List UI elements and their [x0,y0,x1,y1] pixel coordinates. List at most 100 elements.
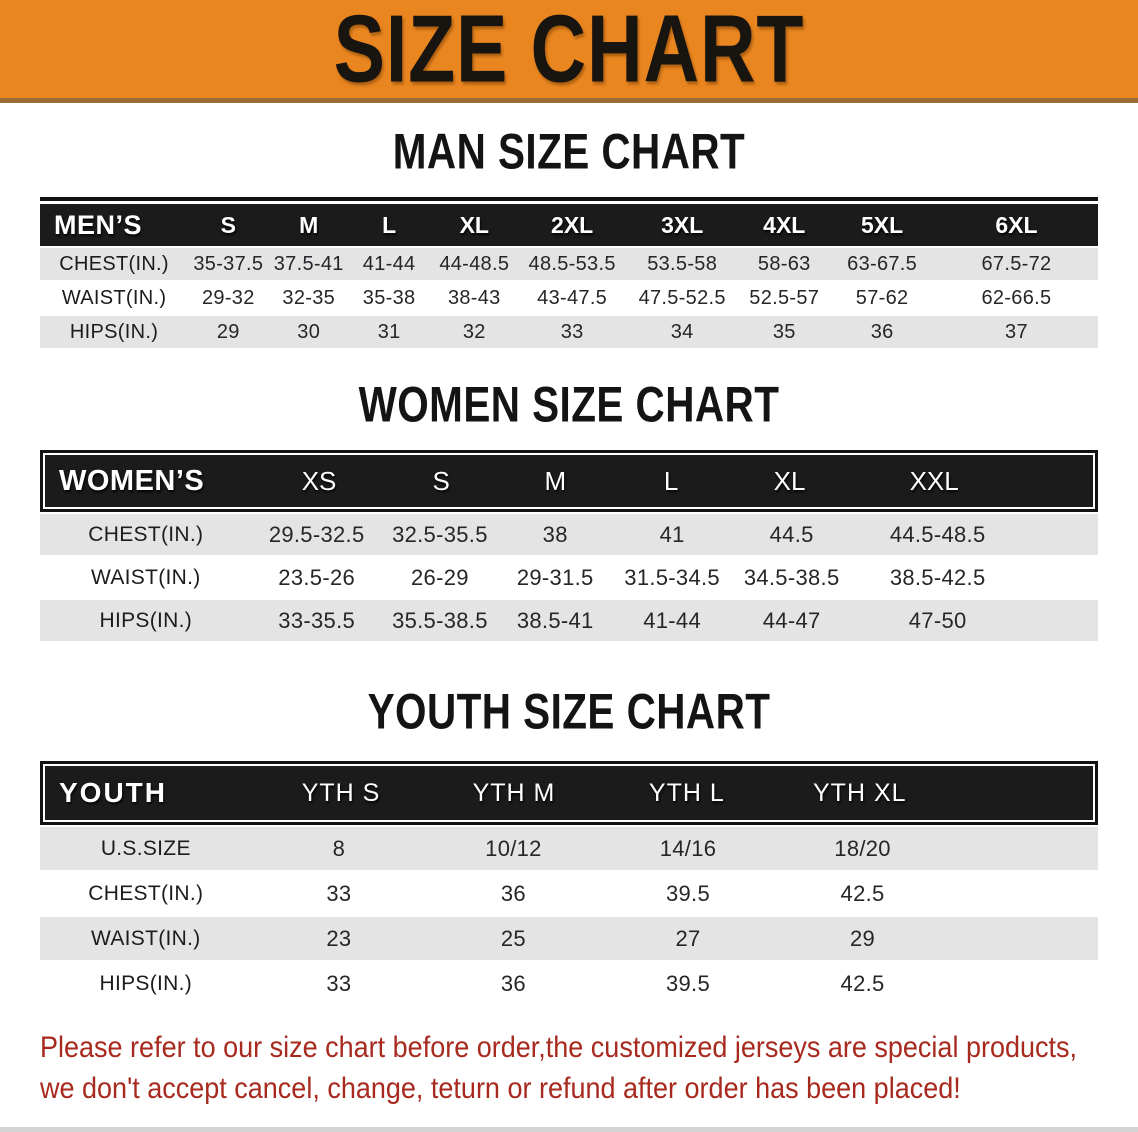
women-size-table: WOMEN’S XS S M L XL XXL CHEST(IN.) 29.5-… [40,450,1098,641]
size-value: 52.5-57 [749,286,820,309]
size-value: 29-32 [201,286,255,309]
youth-header-size: YTH XL [813,778,907,807]
size-value: 67.5-72 [981,252,1052,275]
size-value: 57-62 [855,286,909,309]
men-header-label: MEN’S [54,209,143,240]
size-value: 42.5 [840,970,885,996]
size-value: 34 [670,320,694,343]
women-section-heading: WOMEN SIZE CHART [358,375,780,433]
size-value: 37 [1005,320,1028,343]
size-value: 35-37.5 [193,252,264,275]
women-chest-row: CHEST(IN.) 29.5-32.5 32.5-35.5 38 41 44.… [40,512,1098,555]
size-value: 27 [675,925,701,951]
youth-waist-row: WAIST(IN.) 23 25 27 29 [40,915,1098,960]
size-value: 38 [542,521,568,547]
women-header-label: WOMEN’S [59,464,205,497]
row-label: CHEST(IN.) [59,252,169,275]
youth-chest-row: CHEST(IN.) 33 36 39.5 42.5 [40,870,1098,915]
size-value: 33-35.5 [278,607,356,633]
size-value: 32.5-35.5 [392,521,488,547]
youth-header-size: YTH L [648,778,725,807]
size-value: 42.5 [840,880,885,906]
youth-size-table: YOUTH YTH S YTH M YTH L YTH XL U.S.SIZE … [40,761,1098,1005]
size-value: 29 [216,320,240,343]
men-header-size: 4XL [763,211,806,238]
men-header-size: XL [459,211,489,238]
women-waist-row: WAIST(IN.) 23.5-26 26-29 29-31.5 31.5-34… [40,555,1098,598]
women-header-size: XXL [909,465,959,496]
women-header-size: L [663,465,679,496]
men-hips-row: HIPS(IN.) 29 30 31 32 33 34 35 36 37 [40,314,1098,348]
size-value: 58-63 [757,252,811,275]
row-label: CHEST(IN.) [88,522,204,546]
size-value: 63-67.5 [847,252,918,275]
size-value: 48.5-53.5 [528,252,616,275]
size-value: 23 [326,925,352,951]
size-value: 41-44 [643,607,701,633]
size-value: 62-66.5 [981,286,1052,309]
women-table-header-frame: WOMEN’S XS S M L XL XXL [40,450,1098,512]
size-value: 36 [870,320,894,343]
youth-ussize-row: U.S.SIZE 8 10/12 14/16 18/20 [40,825,1098,870]
size-value: 30 [297,320,321,343]
size-value: 29.5-32.5 [268,521,365,547]
size-value: 47.5-52.5 [638,286,726,309]
size-value: 33 [326,880,352,906]
size-value: 44.5-48.5 [889,521,986,547]
size-value: 39.5 [665,880,711,906]
disclaimer-line-2: we don't accept cancel, change, teturn o… [40,1072,961,1105]
size-value: 44-47 [762,607,821,633]
size-value: 32 [462,320,486,343]
image-bottom-edge [0,1127,1138,1132]
youth-header-size: YTH M [472,778,556,807]
size-value: 14/16 [659,835,717,861]
size-value: 36 [500,880,526,906]
size-value: 36 [500,970,526,996]
women-header-size: M [544,465,567,496]
size-value: 8 [332,835,346,861]
size-value: 32-35 [282,286,336,309]
disclaimer-line-1: Please refer to our size chart before or… [40,1031,1078,1064]
size-value: 41 [659,521,685,547]
size-value: 34.5-38.5 [743,564,840,590]
size-value: 23.5-26 [278,564,356,590]
size-value: 31.5-34.5 [624,564,720,590]
size-value: 37.5-41 [273,252,344,275]
men-header-size: 2XL [551,211,594,238]
youth-section-heading: YOUTH SIZE CHART [367,682,771,740]
youth-header-size: YTH S [301,778,381,807]
size-value: 43-47.5 [537,286,608,309]
women-header-size: XS [301,465,337,496]
row-label: HIPS(IN.) [99,971,193,995]
size-value: 31 [377,320,401,343]
size-value: 35-38 [362,286,416,309]
size-value: 35.5-38.5 [392,607,488,633]
size-value: 41-44 [362,252,416,275]
size-value: 38.5-41 [516,607,594,633]
men-header-size: L [382,211,397,238]
youth-hips-row: HIPS(IN.) 33 36 39.5 42.5 [40,960,1098,1005]
women-header-size: S [432,465,450,496]
row-label: WAIST(IN.) [91,565,201,589]
row-label: HIPS(IN.) [99,608,193,632]
size-value: 10/12 [485,835,542,861]
size-value: 29 [850,925,876,951]
women-hips-row: HIPS(IN.) 33-35.5 35.5-38.5 38.5-41 41-4… [40,598,1098,641]
row-label: HIPS(IN.) [69,320,159,343]
men-header-size: M [299,211,319,238]
size-value: 44-48.5 [439,252,510,275]
size-value: 44.5 [769,521,814,547]
men-header-size: S [220,211,236,238]
row-label: CHEST(IN.) [88,881,204,905]
youth-header-label: YOUTH [59,777,167,808]
size-value: 33 [326,970,352,996]
men-waist-row: WAIST(IN.) 29-32 32-35 35-38 38-43 43-47… [40,280,1098,314]
size-value: 18/20 [834,835,891,861]
size-value: 53.5-58 [647,252,718,275]
men-header-size: 3XL [661,211,704,238]
men-size-table: MEN’S S M L XL 2XL 3XL 4XL 5XL 6XL CHEST… [40,197,1098,348]
banner-title: SIZE CHART [333,0,805,103]
row-label: WAIST(IN.) [91,926,201,950]
men-chest-row: CHEST(IN.) 35-37.5 37.5-41 41-44 44-48.5… [40,246,1098,280]
men-section-heading: MAN SIZE CHART [392,122,746,180]
